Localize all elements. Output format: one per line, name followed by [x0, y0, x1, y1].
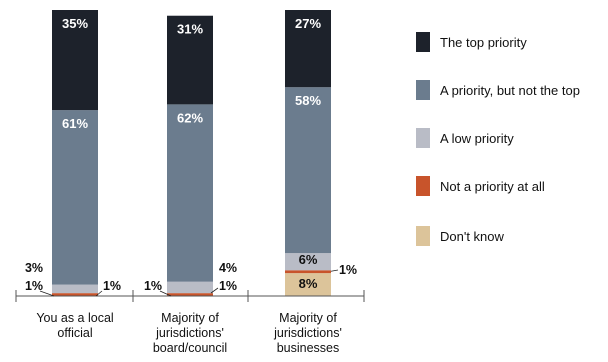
bar-3-dont-know-label: 8%	[299, 276, 318, 291]
legend-swatch-2	[416, 80, 430, 100]
bar-3-leader-right	[330, 269, 339, 272]
bar-1-extra-label: 1%	[103, 279, 121, 293]
bar-3-seg-3	[285, 253, 331, 271]
category-2-label-line-1: Majority of	[161, 311, 219, 325]
bar-2-seg-2	[167, 293, 213, 296]
legend-label-4: Not a priority at all	[440, 179, 545, 194]
bar-2-top-priority-label: 31%	[177, 22, 203, 37]
bar-2-leader-left	[159, 290, 172, 297]
bar-2-leader-right	[210, 287, 219, 294]
bar-2-seg-4	[167, 104, 213, 282]
bar-1-priority-label: 61%	[62, 116, 88, 131]
bar-1-low-priority-label: 3%	[25, 261, 43, 275]
bar-1-leader-left	[39, 290, 55, 297]
legend-label-3: A low priority	[440, 131, 514, 146]
bar-3-seg-5	[285, 10, 331, 88]
category-1-label-line-2: official	[57, 326, 92, 340]
category-2-label-line-2: jurisdictions'	[155, 326, 224, 340]
bar-3-top-priority-label: 27%	[295, 16, 321, 31]
bar-2-seg-3	[167, 281, 213, 294]
category-3-label-line-3: businesses	[277, 341, 340, 355]
category-2-label-line-3: board/council	[153, 341, 227, 355]
legend-swatch-1	[416, 32, 430, 52]
bar-3-not-priority-label: 1%	[339, 263, 357, 277]
bar-2-seg-5	[167, 15, 213, 105]
bar-1-seg-4	[52, 110, 98, 285]
bar-3-low-priority-label: 6%	[299, 252, 318, 267]
bar-1-seg-2	[52, 293, 98, 296]
bar-2-extra-label: 1%	[219, 279, 237, 293]
bar-1-top-priority-label: 35%	[62, 16, 88, 31]
bar-3-seg-2	[285, 270, 331, 274]
legend-label-5: Don't know	[440, 229, 505, 244]
bar-2-low-priority-label: 4%	[219, 261, 237, 275]
legend-label-1: The top priority	[440, 35, 527, 50]
bar-3-seg-4	[285, 87, 331, 254]
category-1-label-line-1: You as a local	[36, 311, 113, 325]
legend-swatch-4	[416, 176, 430, 196]
legend-label-2: A priority, but not the top	[440, 83, 580, 98]
bar-2-not-priority-label: 1%	[144, 279, 162, 293]
bar-3-seg-1	[285, 273, 331, 296]
bar-3-priority-label: 58%	[295, 93, 321, 108]
bar-2-priority-label: 62%	[177, 110, 203, 125]
legend-swatch-5	[416, 226, 430, 246]
category-3-label-line-2: jurisdictions'	[273, 326, 342, 340]
bar-1-not-priority-label: 1%	[25, 279, 43, 293]
bar-1-seg-3	[52, 284, 98, 294]
bar-1-leader-right	[95, 290, 103, 297]
bar-1-seg-5	[52, 10, 98, 111]
legend-swatch-3	[416, 128, 430, 148]
category-3-label-line-1: Majority of	[279, 311, 337, 325]
